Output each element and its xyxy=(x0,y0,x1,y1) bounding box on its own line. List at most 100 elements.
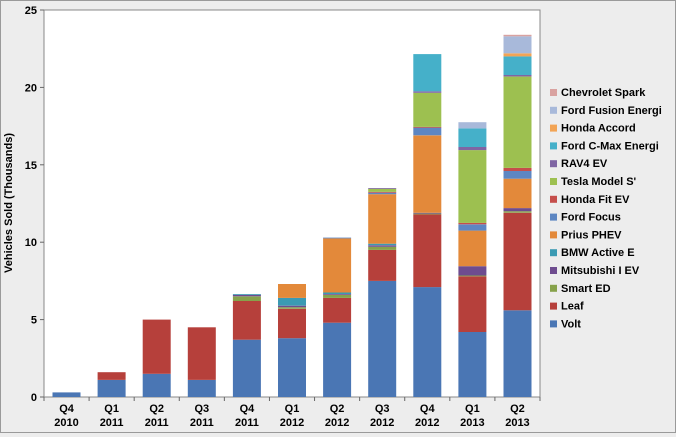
bar-segment-rav4-ev xyxy=(413,91,442,93)
y-axis-label: Vehicles Sold (Thousands) xyxy=(3,133,15,273)
legend-label: Mitsubishi I EV xyxy=(561,265,640,277)
bar-segment-volt xyxy=(52,392,81,397)
legend-swatch xyxy=(550,302,557,310)
bar-segment-smart-ed xyxy=(368,246,397,250)
y-tick-label: 5 xyxy=(31,315,37,327)
bar-segment-leaf xyxy=(368,249,397,281)
bar-segment-leaf xyxy=(232,301,261,340)
bar-segment-ford-focus xyxy=(323,237,352,239)
legend-label: Ford Fusion Energi xyxy=(561,105,662,117)
bar-segment-rav4-ev xyxy=(368,188,397,189)
bar-segment-mitsubishi-i-ev xyxy=(458,266,487,276)
legend-label: Honda Accord xyxy=(561,123,636,135)
bar-segment-honda-fit-ev xyxy=(368,191,397,193)
x-tick-label-quarter: Q1 xyxy=(104,403,119,415)
legend-swatch xyxy=(550,178,557,185)
bar-segment-smart-ed xyxy=(232,296,261,301)
bar-segment-volt xyxy=(187,380,216,397)
bar-segment-leaf xyxy=(278,308,306,339)
bar-segment-leaf xyxy=(503,212,532,311)
bar-segment-honda-fit-ev xyxy=(413,126,442,128)
legend-label: Chevrolet Spark xyxy=(561,87,646,99)
bar-segment-tesla-model-s xyxy=(413,92,442,127)
x-tick-label-quarter: Q4 xyxy=(240,403,256,415)
bar-segment-ford-c-max-energi xyxy=(413,54,442,92)
bar-segment-honda-fit-ev xyxy=(503,167,532,171)
legend-label: Leaf xyxy=(561,301,584,313)
legend-label: Ford Focus xyxy=(561,212,621,224)
legend-swatch xyxy=(550,124,557,132)
legend: Chevrolet Spark Ford Fusion Energi Honda A… xyxy=(550,87,662,330)
bar-segment-prius-phev xyxy=(323,238,352,293)
legend-swatch xyxy=(550,106,557,114)
x-tick-label-year: 2012 xyxy=(325,417,349,429)
x-tick-label-year: 2013 xyxy=(505,417,529,429)
legend-swatch xyxy=(550,142,557,150)
bar-segment-leaf xyxy=(323,297,352,323)
bar-segment-ford-focus xyxy=(503,171,532,179)
bar-segment-leaf xyxy=(142,319,171,374)
x-tick-label-year: 2012 xyxy=(370,417,394,429)
legend-swatch xyxy=(550,267,557,274)
x-tick-label-year: 2011 xyxy=(235,417,259,429)
x-tick-label-year: 2012 xyxy=(415,417,439,429)
legend-label: Ford C-Max Energi xyxy=(561,140,659,152)
bar-segment-rav4-ev xyxy=(458,147,487,151)
bar-segment-honda-fit-ev xyxy=(458,222,487,225)
x-axis: Q4 2010 Q1 2011 Q2 2011 Q3 2011 Q4 2011 Q1 2012 Q2 20… xyxy=(43,397,541,429)
bar-segment-mitsubishi-i-ev xyxy=(232,294,261,297)
x-tick-label-quarter: Q4 xyxy=(420,403,436,415)
bar-segment-bmw-active-e xyxy=(323,292,352,294)
bar-segment-smart-ed xyxy=(413,213,442,215)
x-tick-label-year: 2011 xyxy=(145,417,169,429)
legend-label: Smart ED xyxy=(561,283,611,295)
bar-segment-mitsubishi-i-ev xyxy=(323,294,352,295)
bar-segment-volt xyxy=(503,310,532,397)
bar-segment-ford-fusion-energi xyxy=(458,122,487,129)
bar-segment-smart-ed xyxy=(323,294,352,298)
y-tick-label: 20 xyxy=(25,82,37,94)
legend-swatch xyxy=(550,160,557,168)
bar-segment-volt xyxy=(368,280,397,397)
bar-segment-mitsubishi-i-ev xyxy=(503,208,532,212)
bar-segment-rav4-ev xyxy=(503,75,532,77)
legend-label: RAV4 EV xyxy=(561,158,608,170)
x-tick-label-quarter: Q2 xyxy=(510,403,525,415)
bar-segment-volt xyxy=(323,322,352,397)
x-tick-label-quarter: Q4 xyxy=(59,403,75,415)
y-axis: 0 5 10 15 20 25 xyxy=(25,5,44,404)
legend-swatch xyxy=(550,231,557,239)
bar-segment-ford-c-max-energi xyxy=(458,128,487,147)
bar-segment-prius-phev xyxy=(458,230,487,267)
legend-label: Honda Fit EV xyxy=(561,194,630,206)
bar-segment-ford-focus xyxy=(458,224,487,231)
legend-label: Tesla Model S' xyxy=(561,176,637,188)
bar-segment-mitsubishi-i-ev xyxy=(368,245,397,247)
legend-swatch xyxy=(550,89,557,96)
x-tick-label-year: 2012 xyxy=(280,417,304,429)
x-tick-label-quarter: Q1 xyxy=(285,403,300,415)
legend-swatch xyxy=(550,195,557,203)
bar-segment-bmw-active-e xyxy=(232,294,261,295)
y-tick-label: 25 xyxy=(25,5,37,17)
x-tick-label-year: 2011 xyxy=(190,417,214,429)
bar-segment-honda-accord xyxy=(503,53,532,57)
bar-segment-smart-ed xyxy=(503,211,532,213)
bar-segment-tesla-model-s xyxy=(503,76,532,168)
x-tick-label-year: 2013 xyxy=(460,417,484,429)
legend-swatch xyxy=(550,249,557,257)
bar-segment-mitsubishi-i-ev xyxy=(413,212,442,214)
y-tick-label: 0 xyxy=(31,392,37,404)
x-tick-label-quarter: Q2 xyxy=(330,403,345,415)
legend-label: BMW Active E xyxy=(561,247,635,259)
bar-segment-leaf xyxy=(187,327,216,380)
bar-segment-leaf xyxy=(97,372,126,380)
bar-segment-chevrolet-spark xyxy=(503,34,532,37)
bar-segment-volt xyxy=(458,332,487,397)
x-tick-label-year: 2010 xyxy=(54,417,78,429)
bar-segment-volt xyxy=(232,339,261,397)
bar-segment-ford-focus xyxy=(368,192,397,195)
x-tick-label-quarter: Q3 xyxy=(375,403,390,415)
